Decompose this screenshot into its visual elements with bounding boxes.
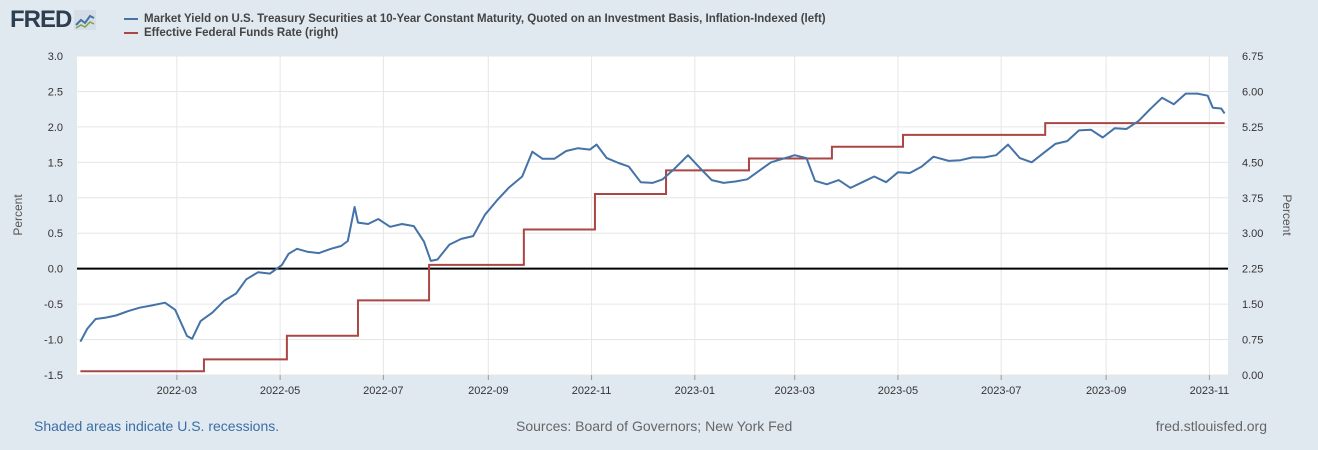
right-axis-ticks: 0.00 0.75 1.50 2.25 3.00 3.75 4.50 5.25 6.00 6.75 [1242,51,1263,382]
fed-funds-line[interactable] [80,122,1225,373]
line-chart[interactable]: -1.5-1.0-0.50.00.51.01.52.02.53.0 0.000.… [0,0,1318,410]
right-tick-label: 3.00 [1242,228,1263,240]
left-tick-label: 2.5 [48,86,63,98]
left-tick-label: 1.0 [48,193,63,205]
right-tick-label: 0.00 [1242,370,1263,382]
plot-area [77,56,1228,375]
right-tick-label: 5.25 [1242,122,1263,134]
right-tick-label: 6.75 [1242,51,1263,63]
x-tick-label: 2022-07 [363,385,403,397]
series-tips-yield[interactable] [79,92,1226,343]
x-tick-label: 2022-03 [157,385,197,397]
sources-text: Sources: Board of Governors; New York Fe… [516,418,793,434]
right-tick-label: 1.50 [1242,299,1263,311]
right-axis-title: Percent [1280,194,1294,236]
left-axis-ticks: -1.5 -1.0 -0.5 0.0 0.5 1.0 1.5 2.0 2.5 3.0 [44,51,63,382]
right-tick-label: 3.75 [1242,193,1263,205]
x-tick-label: 2023-11 [1190,385,1230,397]
left-tick-label: 0.5 [48,228,63,240]
fred-logo-text: FRED [10,6,72,33]
right-tick-label: 0.75 [1242,335,1263,347]
legend-item-fed-funds[interactable]: Effective Federal Funds Rate (right) [124,26,826,40]
right-tick-label: 2.25 [1242,264,1263,276]
x-tick-label: 2022-05 [260,385,300,397]
fred-logo[interactable]: FRED [10,6,97,34]
footer: Shaded areas indicate U.S. recessions. S… [0,410,1318,440]
series-fed-funds-rate [80,122,1225,373]
x-axis-ticks: 2022-03 2022-05 2022-07 2022-09 2022-11 2023-… [157,375,1229,397]
left-axis-title: Percent [11,194,25,236]
left-tick-label: 1.5 [48,157,63,169]
left-tick-label: -1.5 [44,370,63,382]
chart-legend: Market Yield on U.S. Treasury Securities… [124,12,826,40]
x-tick-label: 2023-09 [1086,385,1126,397]
legend-swatch-fed-funds [124,32,138,34]
x-tick-label: 2023-01 [675,385,715,397]
x-tick-label: 2023-07 [981,385,1021,397]
x-tick-label: 2022-09 [468,385,508,397]
recessions-note: Shaded areas indicate U.S. recessions. [34,418,280,434]
x-tick-label: 2022-11 [572,385,612,397]
left-tick-label: 2.0 [48,122,63,134]
left-tick-label: 0.0 [48,264,63,276]
legend-label-tips-yield: Market Yield on U.S. Treasury Securities… [144,13,826,25]
x-tick-label: 2023-03 [774,385,814,397]
left-tick-label: -1.0 [44,335,63,347]
left-tick-label: 3.0 [48,51,63,63]
left-tick-label: -0.5 [44,299,63,311]
right-tick-label: 4.50 [1242,157,1263,169]
right-tick-label: 6.00 [1242,86,1263,98]
x-tick-label: 2023-05 [878,385,918,397]
site-link[interactable]: fred.stlouisfed.org [1155,418,1267,434]
legend-label-fed-funds: Effective Federal Funds Rate (right) [144,27,339,39]
trend-line-icon [74,10,97,30]
legend-swatch-tips-yield [124,18,138,20]
legend-item-tips-yield[interactable]: Market Yield on U.S. Treasury Securities… [124,12,826,26]
